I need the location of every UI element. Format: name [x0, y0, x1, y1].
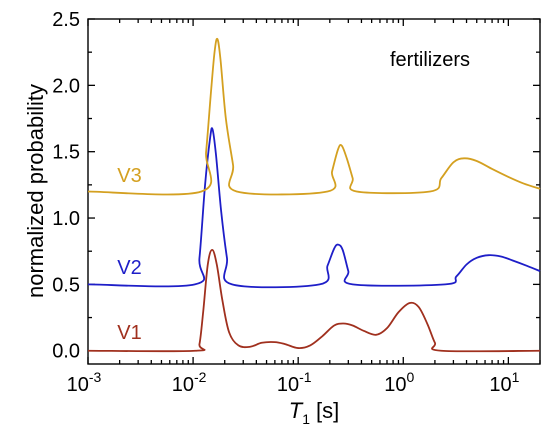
x-tick-label: 10-2 [172, 369, 207, 396]
y-tick-label: 2.0 [52, 75, 80, 97]
plot-area: V1 V2 V3 [87, 37, 541, 353]
x-axis-label: T1 [s] [289, 398, 339, 427]
series-line-v2 [87, 127, 541, 289]
x-axis-label-unit: [s] [316, 398, 339, 423]
x-tick-label: 101 [489, 369, 519, 396]
x-axis-label-subscript: 1 [302, 411, 310, 427]
y-axis: 0.0 0.5 1.0 1.5 2.0 2.5 [52, 9, 540, 363]
series-line-v1 [87, 248, 541, 353]
x-axis-label-symbol: T [289, 398, 304, 423]
x-tick-label: 100 [384, 369, 414, 396]
y-tick-label: 0.5 [52, 274, 80, 296]
y-axis-label: normalized probability [23, 84, 48, 298]
x-tick-label: 10-1 [277, 369, 312, 396]
series-label-v3: V3 [117, 165, 141, 187]
plot-frame [87, 18, 541, 365]
y-tick-label: 1.0 [52, 208, 80, 230]
series-line-v3 [87, 37, 541, 196]
y-tick-label: 1.5 [52, 142, 80, 164]
series-label-v1: V1 [117, 322, 141, 344]
x-axis: 10-3 10-2 10-1 100 101 [67, 19, 541, 396]
y-tick-label: 2.5 [52, 9, 80, 31]
series-label-v2: V2 [117, 257, 141, 279]
chart-annotation: fertilizers [390, 49, 470, 71]
y-tick-label: 0.0 [52, 341, 80, 363]
x-tick-label: 10-3 [67, 369, 102, 396]
